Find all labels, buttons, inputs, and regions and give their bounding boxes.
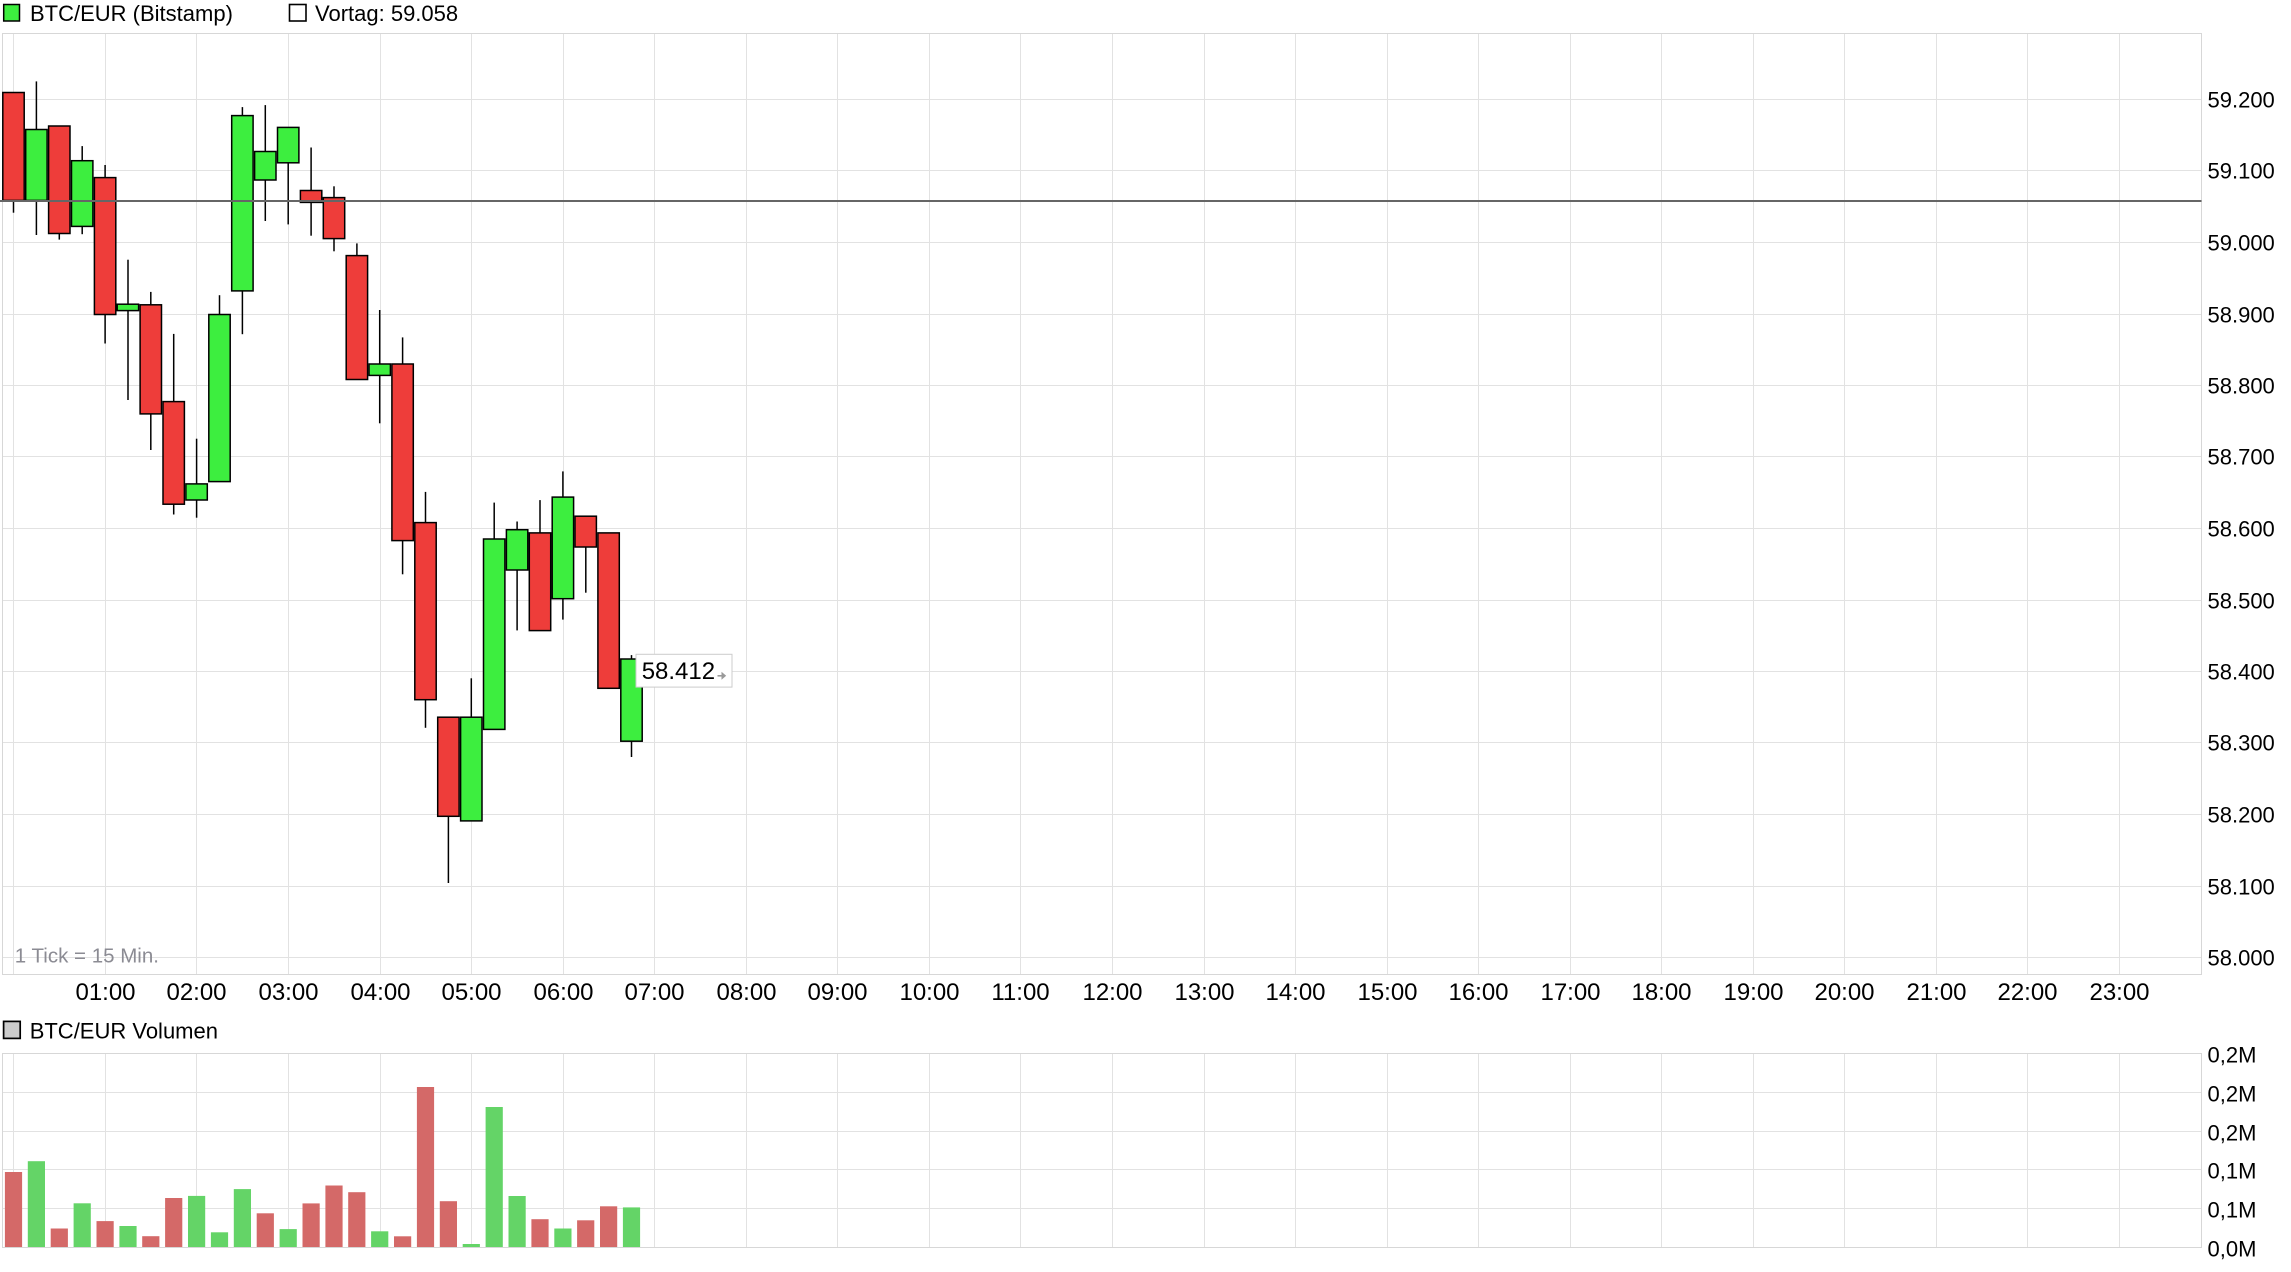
svg-text:12:00: 12:00 xyxy=(1082,979,1142,1006)
svg-text:13:00: 13:00 xyxy=(1174,979,1234,1006)
svg-text:04:00: 04:00 xyxy=(350,979,410,1006)
svg-text:58.400: 58.400 xyxy=(2208,660,2275,685)
svg-text:16:00: 16:00 xyxy=(1448,979,1508,1006)
svg-text:23:00: 23:00 xyxy=(2089,979,2149,1006)
svg-text:17:00: 17:00 xyxy=(1540,979,1600,1006)
svg-text:11:00: 11:00 xyxy=(991,979,1049,1006)
svg-text:21:00: 21:00 xyxy=(1906,979,1966,1006)
svg-text:18:00: 18:00 xyxy=(1631,979,1691,1006)
svg-text:09:00: 09:00 xyxy=(807,979,867,1006)
svg-text:58.500: 58.500 xyxy=(2208,589,2275,614)
svg-text:58.600: 58.600 xyxy=(2208,517,2275,542)
svg-text:02:00: 02:00 xyxy=(166,979,226,1006)
svg-text:05:00: 05:00 xyxy=(441,979,501,1006)
svg-text:22:00: 22:00 xyxy=(1997,979,2057,1006)
svg-text:58.412: 58.412 xyxy=(642,658,715,685)
svg-text:0,2M: 0,2M xyxy=(2208,1082,2257,1107)
svg-text:06:00: 06:00 xyxy=(533,979,593,1006)
svg-text:58.300: 58.300 xyxy=(2208,731,2275,756)
svg-text:19:00: 19:00 xyxy=(1723,979,1783,1006)
svg-text:1 Tick = 15 Min.: 1 Tick = 15 Min. xyxy=(15,945,159,968)
svg-text:0,1M: 0,1M xyxy=(2208,1198,2257,1223)
svg-text:0,2M: 0,2M xyxy=(2208,1043,2257,1068)
svg-text:07:00: 07:00 xyxy=(624,979,684,1006)
svg-text:15:00: 15:00 xyxy=(1357,979,1417,1006)
svg-text:58.900: 58.900 xyxy=(2208,303,2275,328)
svg-text:58.200: 58.200 xyxy=(2208,803,2275,828)
svg-text:08:00: 08:00 xyxy=(716,979,776,1006)
svg-text:0,2M: 0,2M xyxy=(2208,1121,2257,1146)
svg-text:0,0M: 0,0M xyxy=(2208,1237,2257,1262)
svg-text:0,1M: 0,1M xyxy=(2208,1159,2257,1184)
svg-text:59.000: 59.000 xyxy=(2208,231,2275,256)
svg-text:58.000: 58.000 xyxy=(2208,946,2275,971)
svg-text:14:00: 14:00 xyxy=(1265,979,1325,1006)
svg-text:58.800: 58.800 xyxy=(2208,374,2275,399)
svg-text:03:00: 03:00 xyxy=(258,979,318,1006)
svg-text:58.700: 58.700 xyxy=(2208,445,2275,470)
svg-text:20:00: 20:00 xyxy=(1814,979,1874,1006)
svg-text:Vortag: 59.058: Vortag: 59.058 xyxy=(315,1,458,26)
svg-text:01:00: 01:00 xyxy=(75,979,135,1006)
svg-text:59.100: 59.100 xyxy=(2208,159,2275,184)
svg-text:BTC/EUR Volumen: BTC/EUR Volumen xyxy=(30,1019,218,1044)
svg-text:BTC/EUR (Bitstamp): BTC/EUR (Bitstamp) xyxy=(30,1,233,26)
svg-text:59.200: 59.200 xyxy=(2208,88,2275,113)
svg-text:58.100: 58.100 xyxy=(2208,875,2275,900)
svg-text:10:00: 10:00 xyxy=(899,979,959,1006)
